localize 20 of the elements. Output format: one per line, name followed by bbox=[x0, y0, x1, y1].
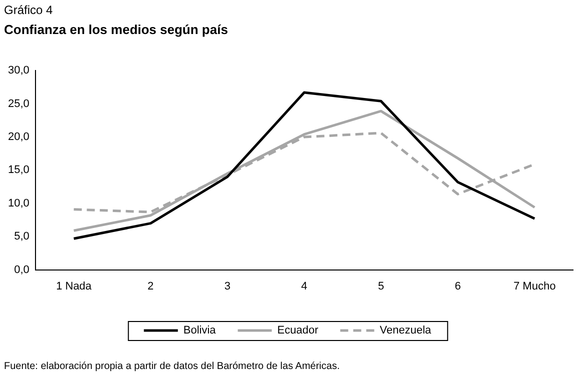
y-tick-label: 25,0 bbox=[8, 98, 30, 110]
x-tick-label: 1 Nada bbox=[56, 280, 92, 292]
x-tick-label: 6 bbox=[454, 280, 461, 292]
legend-label: Venezuela bbox=[380, 324, 432, 337]
legend-label: Bolivia bbox=[183, 324, 217, 337]
y-tick-label: 30,0 bbox=[8, 64, 30, 77]
chart-subtitle: Gráfico 4 bbox=[4, 3, 53, 17]
x-tick-label: 2 bbox=[148, 280, 154, 292]
x-tick-label: 7 Mucho bbox=[514, 280, 556, 292]
y-tick-label: 20,0 bbox=[8, 131, 30, 144]
x-tick-label: 5 bbox=[378, 280, 384, 292]
x-tick-label: 4 bbox=[301, 280, 308, 292]
x-tick-label: 3 bbox=[224, 280, 230, 292]
y-tick-label: 15,0 bbox=[8, 164, 30, 176]
source-note: Fuente: elaboración propia a partir de datos del Barómetro de las Américas. bbox=[4, 361, 340, 372]
y-tick-label: 10,0 bbox=[8, 197, 30, 210]
legend-label: Ecuador bbox=[277, 324, 319, 337]
y-tick-label: 5,0 bbox=[14, 230, 30, 243]
chart-title: Confianza en los medios según país bbox=[4, 22, 228, 37]
y-tick-label: 0,0 bbox=[14, 264, 30, 276]
